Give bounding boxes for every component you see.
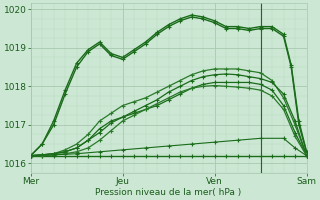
X-axis label: Pression niveau de la mer( hPa ): Pression niveau de la mer( hPa ) bbox=[95, 188, 242, 197]
